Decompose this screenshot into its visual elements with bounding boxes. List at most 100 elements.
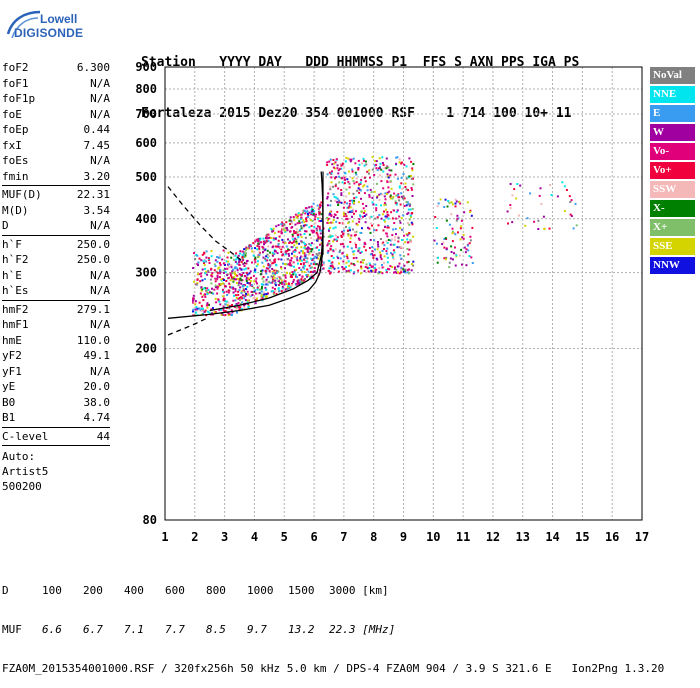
echo-mark: [396, 177, 399, 180]
echo-mark: [465, 264, 468, 267]
echo-mark: [249, 270, 252, 273]
echo-mark: [335, 158, 338, 161]
echo-mark: [231, 311, 234, 314]
echo-mark: [232, 299, 235, 302]
echo-mark: [384, 203, 387, 206]
echo-mark: [280, 223, 283, 226]
echo-mark: [389, 194, 392, 197]
echo-mark: [445, 219, 448, 222]
echo-mark: [291, 283, 293, 285]
echo-mark: [383, 255, 386, 258]
echo-mark: [237, 290, 240, 293]
echo-mark: [301, 241, 303, 244]
echo-mark: [242, 262, 245, 265]
echo-mark: [411, 169, 414, 172]
echo-mark: [402, 195, 405, 198]
echo-mark: [232, 268, 235, 271]
echo-mark: [350, 209, 353, 212]
echo-mark: [349, 229, 351, 232]
echo-mark: [300, 278, 303, 281]
legend-item: NNE: [650, 86, 695, 103]
echo-mark: [281, 227, 284, 230]
echo-mark: [256, 244, 259, 247]
echo-mark: [295, 268, 298, 271]
echo-mark: [204, 267, 207, 270]
echo-mark: [326, 219, 329, 222]
echo-mark: [262, 291, 265, 294]
echo-mark: [310, 266, 313, 269]
echo-mark: [329, 226, 331, 229]
echo-mark: [205, 256, 208, 259]
echo-mark: [280, 232, 283, 235]
echo-mark: [353, 231, 356, 234]
echo-mark: [279, 277, 282, 280]
echo-mark: [351, 250, 354, 253]
echo-mark: [252, 286, 255, 289]
echo-mark: [537, 219, 540, 222]
echo-mark: [318, 211, 321, 214]
echo-mark: [307, 253, 310, 256]
echo-mark: [311, 253, 314, 256]
echo-mark: [315, 239, 318, 242]
echo-mark: [294, 249, 297, 251]
echo-mark: [227, 276, 230, 279]
echo-mark: [363, 212, 365, 214]
echo-mark: [410, 188, 413, 191]
echo-mark: [387, 175, 389, 178]
echo-mark: [340, 236, 343, 238]
echo-mark: [361, 259, 364, 262]
echo-mark: [445, 247, 448, 250]
echo-mark: [310, 242, 313, 245]
echo-mark: [353, 212, 355, 215]
echo-mark: [379, 256, 382, 259]
echo-mark: [565, 189, 568, 191]
echo-mark: [216, 292, 219, 295]
echo-mark: [299, 257, 302, 260]
echo-mark: [339, 249, 341, 252]
echo-mark: [383, 219, 386, 222]
echo-mark: [305, 218, 308, 221]
echo-mark: [230, 256, 233, 259]
echo-mark: [302, 252, 305, 255]
echo-mark: [264, 241, 267, 244]
echo-mark: [271, 286, 274, 289]
echo-mark: [385, 240, 388, 243]
echo-mark: [249, 285, 252, 288]
echo-mark: [317, 207, 320, 210]
echo-mark: [400, 271, 403, 274]
echo-mark: [216, 278, 219, 281]
muf-row: MUF 6.6 6.7 7.1 7.7 8.5 9.7 13.2 22.3 [MHz]: [2, 623, 664, 636]
echo-mark: [401, 195, 404, 198]
echo-mark: [406, 261, 409, 264]
echo-mark: [409, 208, 412, 211]
echo-mark: [210, 267, 213, 270]
echo-mark: [310, 224, 313, 227]
echo-mark: [303, 252, 306, 255]
echo-mark: [214, 286, 217, 289]
echo-mark: [206, 302, 209, 305]
parameter-label: yE: [2, 380, 16, 393]
echo-mark: [305, 224, 308, 227]
echo-mark: [330, 255, 333, 257]
echo-mark: [556, 195, 559, 198]
echo-mark: [229, 274, 232, 277]
echo-mark: [298, 259, 301, 262]
autoscaling-info: Auto: Artist5 500200: [2, 449, 110, 494]
echo-mark: [382, 170, 385, 173]
echo-mark: [272, 237, 275, 240]
echo-mark: [398, 158, 401, 161]
echo-mark: [302, 263, 305, 266]
echo-mark: [238, 273, 241, 276]
echo-mark: [244, 295, 247, 298]
echo-mark: [348, 186, 351, 189]
echo-mark: [332, 250, 335, 253]
echo-mark: [375, 182, 378, 185]
echo-mark: [223, 279, 225, 281]
parameter-value: N/A: [90, 268, 110, 282]
echo-mark: [352, 257, 355, 260]
echo-mark: [210, 274, 213, 277]
legend-item: X+: [650, 219, 695, 236]
echo-mark: [346, 217, 349, 220]
echo-mark: [368, 169, 371, 172]
echo-mark: [459, 238, 462, 241]
